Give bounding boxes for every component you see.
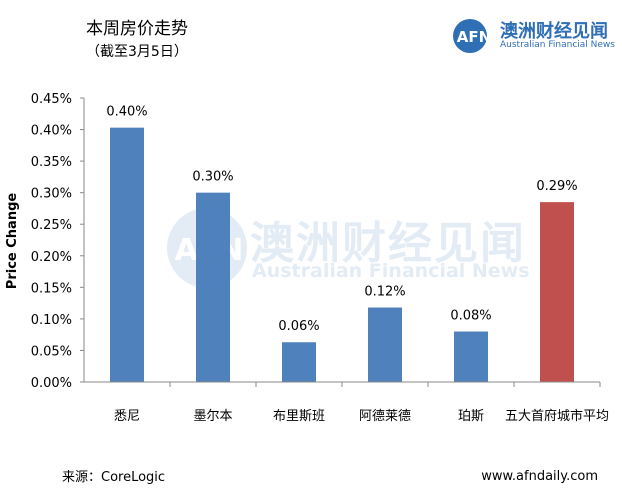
x-tick-label: 阿德莱德	[359, 409, 411, 424]
x-tick-label: 布里斯班	[273, 409, 325, 424]
x-tick-label: 悉尼	[114, 409, 140, 424]
source-note: 来源：CoreLogic	[62, 470, 166, 485]
x-tick-label: 五大首府城市平均	[505, 408, 609, 424]
data-label: 0.08%	[450, 309, 491, 324]
y-tick-label: 0.00%	[31, 376, 72, 391]
x-ticks: 悉尼 墨尔本 布里斯班 阿德莱德 珀斯 五大首府城市平均	[114, 382, 609, 424]
bar	[196, 192, 230, 382]
watermark-name-cn: 澳洲财经见闻	[250, 218, 526, 269]
y-tick-label: 0.25%	[31, 218, 72, 233]
bar	[454, 331, 488, 382]
bar	[282, 342, 316, 382]
y-ticks: 0.00% 0.05% 0.10% 0.15% 0.20% 0.25% 0.30% 0.35%…	[31, 92, 84, 391]
y-axis-title-group: Price Change	[5, 193, 20, 290]
site-url: www.afndaily.com	[481, 469, 598, 484]
x-tick-label: 珀斯	[458, 409, 484, 424]
data-label: 0.06%	[278, 319, 319, 334]
data-label: 0.29%	[536, 179, 577, 194]
afn-logo-icon: AFN	[453, 19, 491, 53]
watermark-name-en: Australian Financial News	[252, 260, 530, 282]
bars	[110, 127, 574, 382]
chart-subtitle: （截至3月5日）	[86, 44, 188, 60]
brand-name-en: Australian Financial News	[500, 40, 615, 50]
bar	[540, 202, 574, 382]
data-label: 0.40%	[106, 105, 147, 120]
brand-name-cn: 澳洲财经见闻	[500, 21, 608, 42]
y-tick-label: 0.20%	[31, 250, 72, 265]
y-axis-title: Price Change	[5, 193, 20, 290]
data-label: 0.12%	[364, 285, 405, 300]
y-tick-label: 0.30%	[31, 187, 72, 202]
y-tick-label: 0.15%	[31, 281, 72, 296]
x-tick-label: 墨尔本	[193, 409, 232, 424]
y-tick-label: 0.40%	[31, 124, 72, 139]
chart-title: 本周房价走势	[86, 19, 188, 39]
data-labels: 0.40% 0.30% 0.06% 0.12% 0.08% 0.29%	[106, 105, 577, 335]
y-tick-label: 0.10%	[31, 313, 72, 328]
y-tick-label: 0.35%	[31, 155, 72, 170]
data-label: 0.30%	[192, 170, 233, 185]
bar	[368, 307, 402, 382]
bar	[110, 127, 144, 382]
y-tick-label: 0.45%	[31, 92, 72, 107]
y-tick-label: 0.05%	[31, 344, 72, 359]
logo-text: AFN	[457, 28, 491, 46]
